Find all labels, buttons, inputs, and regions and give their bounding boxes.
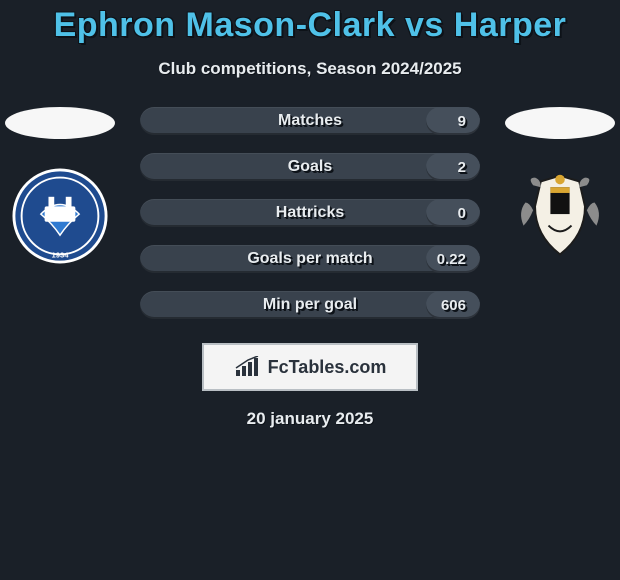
player-left-avatar-placeholder: [5, 107, 115, 139]
stat-value-right: 606: [441, 297, 466, 314]
stat-fill: [426, 153, 480, 181]
player-left-club-badge: 1934: [11, 167, 109, 265]
page-title: Ephron Mason-Clark vs Harper: [0, 0, 620, 45]
stat-value-right: 0: [458, 205, 466, 222]
stat-value-right: 9: [458, 113, 466, 130]
stat-row-goals: Goals 2: [140, 153, 480, 181]
player-left-column: 1934: [0, 107, 120, 265]
brand-text: FcTables.com: [268, 357, 387, 378]
stats-list: Matches 9 Goals 2 Hattricks 0 Goals per …: [140, 107, 480, 319]
stat-row-matches: Matches 9: [140, 107, 480, 135]
stat-label: Goals: [288, 158, 332, 176]
player-right-club-badge: [511, 167, 609, 265]
bar-chart-icon: [234, 356, 262, 378]
peterborough-crest-icon: 1934: [12, 168, 108, 264]
stat-row-min-per-goal: Min per goal 606: [140, 291, 480, 319]
player-right-avatar-placeholder: [505, 107, 615, 139]
player-right-column: [500, 107, 620, 265]
stat-value-right: 2: [458, 159, 466, 176]
stat-row-goals-per-match: Goals per match 0.22: [140, 245, 480, 273]
shield-lions-crest-icon: [512, 168, 608, 264]
stat-value-right: 0.22: [437, 251, 466, 268]
svg-text:1934: 1934: [51, 250, 69, 259]
stat-label: Goals per match: [247, 250, 372, 268]
brand-box[interactable]: FcTables.com: [202, 343, 418, 391]
stat-fill: [426, 199, 480, 227]
stat-label: Matches: [278, 112, 342, 130]
stat-label: Hattricks: [276, 204, 344, 222]
date-label: 20 january 2025: [0, 409, 620, 429]
comparison-stage: 1934 Matches 9: [0, 107, 620, 319]
stat-label: Min per goal: [263, 296, 357, 314]
subtitle: Club competitions, Season 2024/2025: [0, 59, 620, 79]
stat-row-hattricks: Hattricks 0: [140, 199, 480, 227]
stat-fill: [426, 107, 480, 135]
